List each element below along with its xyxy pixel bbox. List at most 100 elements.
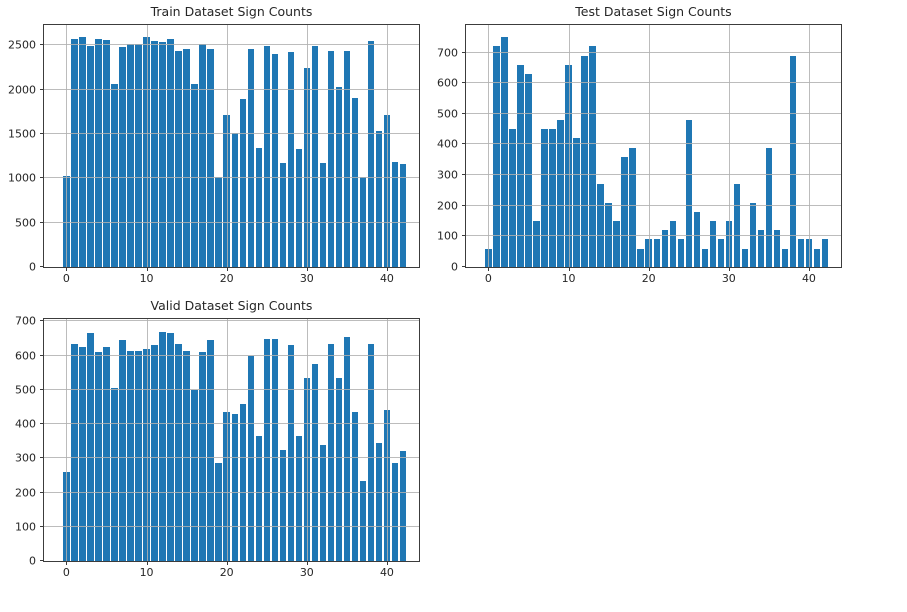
- bar-class-35: [343, 336, 351, 561]
- bar-class-32: [741, 248, 749, 267]
- bar-class-3: [87, 333, 94, 561]
- y-gridline-700: [466, 51, 841, 53]
- bar-class-41: [813, 248, 821, 267]
- x-gridline-20: [226, 25, 228, 267]
- y-tick-mark-500: [40, 221, 44, 223]
- y-tick-label-100: 100: [15, 520, 36, 534]
- x-gridline-30: [728, 25, 730, 267]
- y-gridline-400: [466, 143, 841, 145]
- y-gridline-300: [44, 457, 419, 459]
- x-tick-label-30: 30: [721, 272, 736, 285]
- y-tick-mark-400: [40, 423, 44, 425]
- bar-class-37: [359, 480, 367, 561]
- bar-class-41: [391, 463, 399, 561]
- bar-class-4: [95, 39, 102, 267]
- bar-class-1: [493, 46, 500, 267]
- bar-class-9: [135, 350, 142, 561]
- bar-class-7: [119, 47, 126, 267]
- bar-class-42: [821, 239, 829, 267]
- y-tick-label-1500: 1500: [8, 127, 36, 141]
- x-tick-label-10: 10: [139, 566, 154, 579]
- bar-class-42: [399, 451, 407, 561]
- y-gridline-100: [44, 525, 419, 527]
- y-tick-label-0: 0: [451, 260, 458, 274]
- y-gridline-600: [466, 82, 841, 84]
- y-tick-label-700: 700: [15, 314, 36, 328]
- bar-class-16: [191, 389, 198, 561]
- y-tick-label-1000: 1000: [8, 171, 36, 185]
- x-tick-label-0: 0: [62, 566, 70, 579]
- bar-class-18: [207, 48, 214, 267]
- bar-class-26: [693, 211, 700, 267]
- x-tick-mark-40: [386, 561, 388, 565]
- y-gridline-2500: [44, 44, 419, 46]
- bar-class-31: [311, 46, 319, 267]
- y-gridline-1000: [44, 177, 419, 179]
- bar-class-10: [143, 348, 150, 561]
- bar-class-1: [71, 39, 78, 267]
- bar-class-17: [199, 43, 206, 267]
- x-tick-label-0: 0: [484, 272, 492, 285]
- valid-chart-title: Valid Dataset Sign Counts: [150, 298, 313, 313]
- y-tick-mark-600: [462, 82, 466, 84]
- bar-class-6: [111, 388, 118, 561]
- y-gridline-500: [44, 221, 419, 223]
- bar-class-18: [207, 340, 214, 561]
- bar-class-7: [541, 129, 548, 267]
- y-tick-label-200: 200: [15, 486, 36, 500]
- bar-class-8: [127, 43, 134, 267]
- y-tick-mark-200: [40, 491, 44, 493]
- x-gridline-0: [66, 319, 68, 561]
- x-tick-label-40: 40: [379, 566, 394, 579]
- bar-class-3: [509, 129, 516, 267]
- y-gridline-500: [44, 388, 419, 390]
- y-tick-mark-500: [40, 388, 44, 390]
- bar-class-17: [621, 156, 628, 267]
- valid-plot-area: 0 100 200 300 400 500 600 700 0 10 20 30 40: [15, 316, 420, 578]
- bar-class-19: [637, 248, 644, 267]
- bar-class-26: [271, 338, 278, 561]
- x-tick-mark-30: [306, 561, 308, 565]
- bar-class-29: [717, 239, 724, 267]
- y-tick-label-0: 0: [29, 554, 36, 568]
- x-tick-mark-10: [568, 267, 570, 271]
- x-gridline-40: [386, 25, 388, 267]
- x-tick-mark-20: [226, 561, 228, 565]
- x-gridline-10: [146, 25, 148, 267]
- bar-class-33: [327, 343, 335, 561]
- bar-class-19: [215, 463, 222, 561]
- bar-class-9: [557, 119, 564, 267]
- bar-class-14: [597, 184, 604, 267]
- bar-class-38: [367, 343, 375, 561]
- bar-class-39: [797, 239, 805, 267]
- bar-class-39: [375, 130, 383, 267]
- bar-class-34: [757, 230, 765, 267]
- x-tick-label-10: 10: [561, 272, 576, 285]
- bar-class-25: [263, 338, 270, 561]
- test-counts-chart: Test Dataset Sign Counts 0 100 200 300 400 50…: [437, 4, 842, 284]
- bar-class-15: [183, 350, 190, 561]
- bar-class-24: [677, 239, 684, 267]
- bar-class-2: [501, 37, 508, 267]
- x-tick-mark-0: [66, 267, 68, 271]
- bar-class-36: [351, 412, 359, 561]
- y-tick-label-600: 600: [437, 76, 458, 90]
- x-tick-label-20: 20: [219, 566, 234, 579]
- bar-class-12: [159, 41, 166, 267]
- x-tick-mark-40: [808, 267, 810, 271]
- bar-class-4: [95, 352, 102, 561]
- y-gridline-400: [44, 423, 419, 425]
- y-tick-label-600: 600: [15, 349, 36, 363]
- y-tick-label-200: 200: [437, 199, 458, 213]
- bar-class-41: [391, 161, 399, 267]
- bar-class-13: [167, 333, 174, 561]
- bar-class-25: [263, 46, 270, 267]
- x-gridline-30: [306, 319, 308, 561]
- bar-class-29: [295, 149, 302, 267]
- bar-class-14: [175, 343, 182, 561]
- bar-class-22: [661, 230, 668, 267]
- x-tick-label-30: 30: [299, 272, 314, 285]
- bar-class-42: [399, 164, 407, 267]
- bar-class-8: [127, 350, 134, 561]
- y-tick-mark-700: [40, 320, 44, 322]
